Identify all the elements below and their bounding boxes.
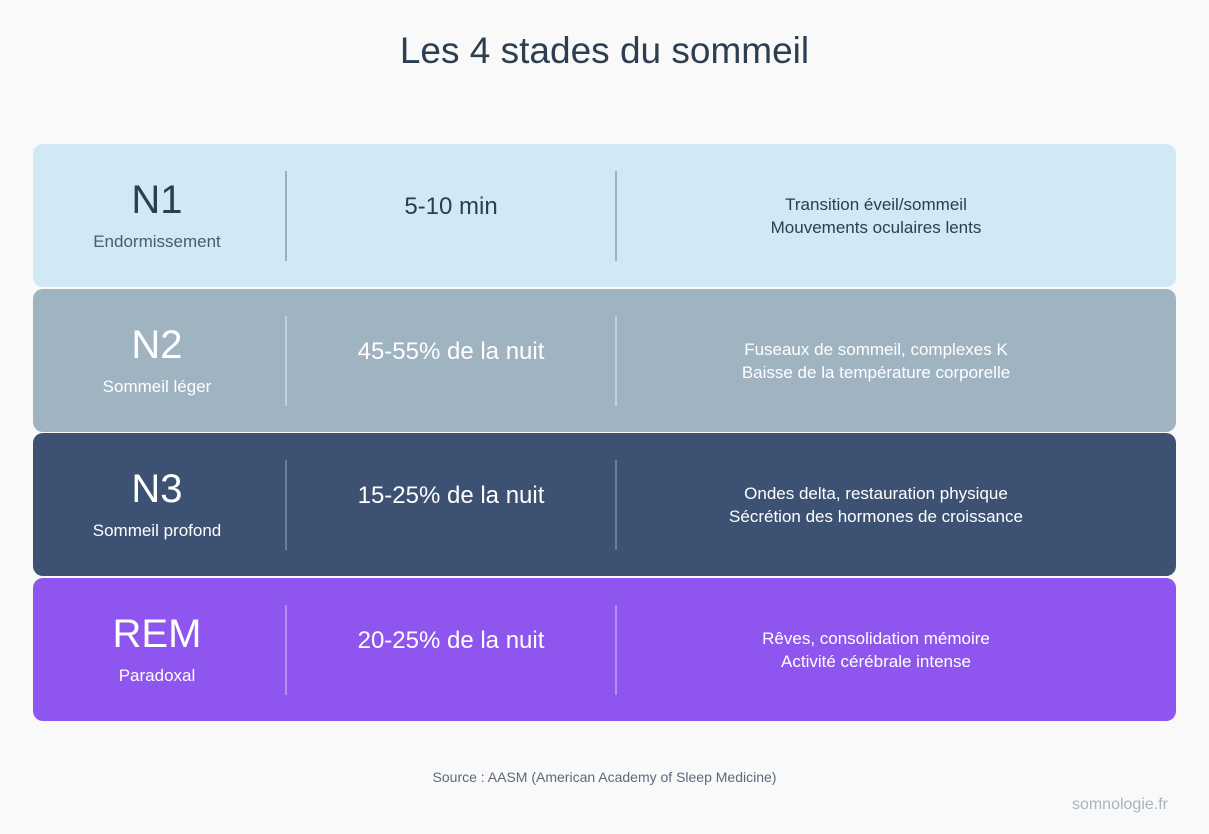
divider bbox=[615, 605, 617, 695]
stage-name: Sommeil profond bbox=[92, 521, 222, 540]
stage-code: REM bbox=[112, 612, 202, 656]
description: Transition éveil/sommeil Mouvements ocula… bbox=[616, 193, 1136, 239]
stage-code: N3 bbox=[131, 467, 183, 511]
divider bbox=[285, 316, 287, 406]
title: Les 4 stades du sommeil bbox=[399, 30, 810, 71]
description-line: Baisse de la température corporelle bbox=[741, 363, 1011, 382]
stage-row: REM Paradoxal 20-25% de la nuit Rêves, cons… bbox=[33, 578, 1176, 721]
source: Source : AASM (American Academy of Sleep… bbox=[432, 769, 777, 785]
description: Fuseaux de sommeil, complexes K Baisse de… bbox=[616, 338, 1136, 384]
divider bbox=[285, 460, 287, 550]
divider bbox=[285, 171, 287, 261]
stage-row: N2 Sommeil léger 45-55% de la nuit Fuseaux … bbox=[33, 289, 1176, 432]
divider bbox=[615, 316, 617, 406]
description-line: Activité cérébrale intense bbox=[781, 652, 971, 671]
description-line: Fuseaux de sommeil, complexes K bbox=[744, 340, 1008, 359]
divider bbox=[615, 460, 617, 550]
description: Rêves, consolidation mémoire Activité cér… bbox=[616, 627, 1136, 673]
description-line: Transition éveil/sommeil bbox=[785, 195, 967, 214]
stage-row: N1 Endormissement 5-10 min Transition éveil… bbox=[33, 144, 1176, 287]
description-line: Rêves, consolidation mémoire bbox=[762, 629, 990, 648]
watermark: somnologie.fr bbox=[1071, 796, 1168, 813]
divider bbox=[615, 171, 617, 261]
stage-name: Endormissement bbox=[93, 232, 221, 251]
divider bbox=[285, 605, 287, 695]
stage-name: Paradoxal bbox=[118, 666, 196, 685]
duration: 15-25% de la nuit bbox=[357, 482, 545, 509]
description-line: Sécrétion des hormones de croissance bbox=[729, 507, 1023, 526]
stage-code: N1 bbox=[131, 178, 183, 222]
duration: 20-25% de la nuit bbox=[357, 627, 545, 654]
duration: 5-10 min bbox=[404, 193, 498, 220]
description: Ondes delta, restauration physique Sécrét… bbox=[616, 482, 1136, 528]
stage-code: N2 bbox=[131, 323, 183, 367]
description-line: Mouvements oculaires lents bbox=[770, 218, 982, 237]
stage-row: N3 Sommeil profond 15-25% de la nuit Ondes … bbox=[33, 433, 1176, 576]
duration: 45-55% de la nuit bbox=[357, 338, 545, 365]
description-line: Ondes delta, restauration physique bbox=[744, 484, 1008, 503]
stage-name: Sommeil léger bbox=[102, 377, 212, 396]
